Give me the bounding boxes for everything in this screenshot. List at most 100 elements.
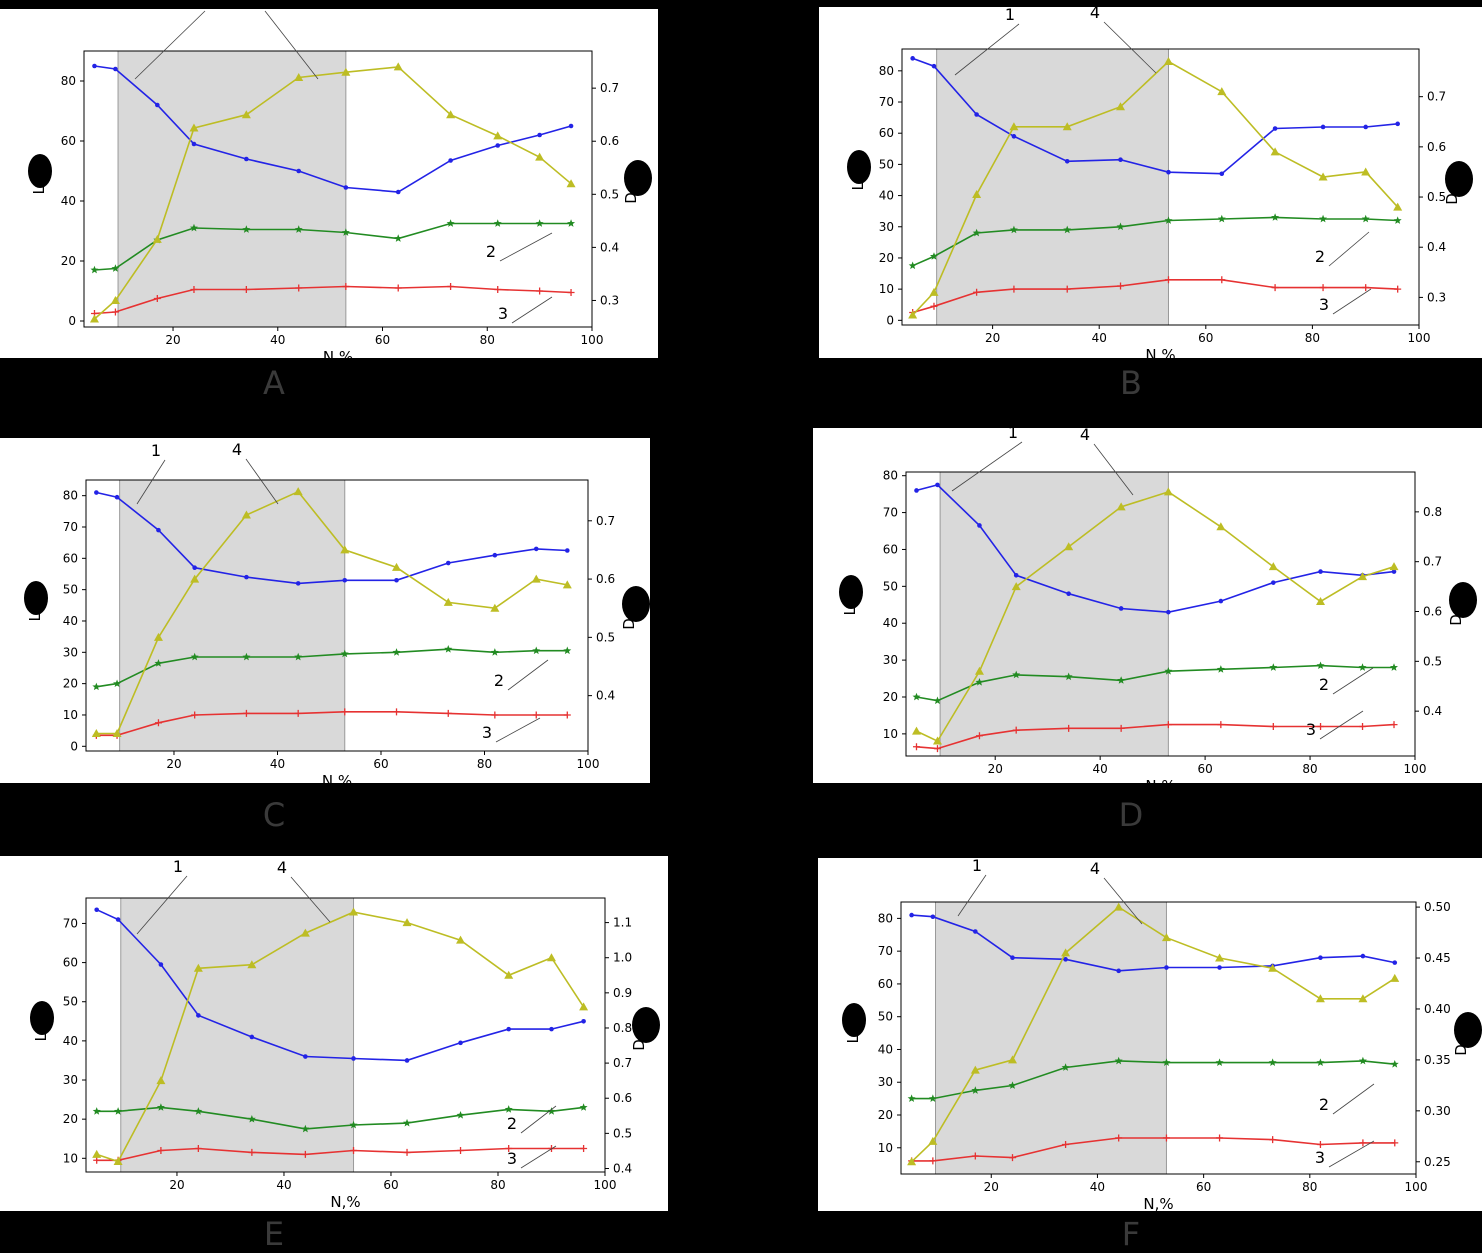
point-3 [912, 743, 920, 751]
point-1 [1066, 591, 1071, 597]
y-left-tick-label: 60 [63, 551, 78, 565]
point-4 [153, 632, 163, 641]
series-3-a [90, 283, 575, 317]
point-2 [340, 649, 349, 658]
panel-letter-d: D [1118, 796, 1144, 834]
point-4 [1007, 1055, 1017, 1064]
plot-frame-a [83, 50, 593, 328]
redaction-blob [624, 160, 652, 196]
point-3 [341, 708, 349, 716]
leader-line-1 [951, 441, 1023, 492]
leader-line-2 [1328, 231, 1370, 267]
point-2 [1393, 216, 1402, 224]
curve-label-3: 3 [1306, 720, 1316, 739]
y-right-tick-label: 0.4 [1423, 704, 1442, 718]
point-4 [340, 545, 350, 554]
point-2 [1117, 676, 1126, 684]
redaction-blob [839, 575, 863, 609]
point-2 [1008, 1081, 1017, 1089]
point-3 [494, 286, 502, 293]
point-1 [537, 132, 542, 138]
point-4 [974, 666, 984, 675]
point-4 [1318, 172, 1328, 181]
x-tick-label: 100 [581, 333, 604, 347]
point-1 [1010, 955, 1015, 961]
point-1 [94, 490, 99, 495]
point-3 [1271, 284, 1279, 292]
y-left-tick-label: 30 [879, 220, 894, 234]
point-1 [930, 914, 936, 920]
point-1 [1391, 569, 1397, 574]
point-2 [1316, 661, 1325, 670]
series-line-4 [96, 911, 585, 1163]
point-3 [301, 1150, 309, 1158]
y-left-tick-label: 70 [879, 95, 894, 109]
point-3 [394, 284, 402, 292]
series-line-4 [96, 490, 568, 735]
series-2-e [92, 1103, 588, 1133]
point-1 [1166, 609, 1171, 615]
leader-line-4 [1103, 877, 1143, 925]
series-2-f [907, 1056, 1399, 1103]
series-2-d [912, 661, 1398, 705]
point-1 [158, 962, 164, 967]
point-2 [490, 648, 499, 656]
leader-line-4 [245, 458, 279, 505]
curve-label-3: 3 [482, 723, 492, 742]
leader-line-4 [264, 10, 319, 80]
point-2 [1064, 672, 1073, 681]
y-right-tick-label: 0.4 [613, 1161, 632, 1175]
point-1 [1064, 158, 1070, 164]
y-right-tick-label: 0.6 [596, 572, 615, 586]
panel-c: 20 40 60 80 100 0 10 20 30 40 50 60 70 80 0.4 0.5 0.6 0.7… [0, 438, 650, 783]
point-3 [975, 732, 983, 740]
point-4 [1216, 522, 1226, 531]
y-left-tick-label: 50 [63, 995, 78, 1009]
y-right-tick-label: 0.7 [596, 514, 615, 528]
point-1 [1219, 171, 1225, 177]
point-3 [1316, 1141, 1324, 1149]
leader-line-3 [511, 296, 553, 324]
point-3 [1269, 722, 1277, 730]
x-tick-label: 20 [984, 1180, 999, 1194]
series-4-a [89, 62, 576, 323]
x-axis-label-f: N,% [1143, 1195, 1173, 1211]
x-axis-label-c: N,% [322, 772, 352, 783]
point-1 [1272, 126, 1278, 131]
point-4 [1393, 202, 1403, 211]
leader-line-2 [1332, 1083, 1375, 1115]
point-3 [1217, 721, 1225, 729]
point-3 [447, 283, 455, 290]
chart-f: 20 40 60 80 100 10 20 30 40 50 60 70 80 0.25 0.30 0.35 0… [842, 858, 1482, 1211]
point-2 [294, 652, 303, 661]
redaction-blob [24, 581, 48, 615]
plot-frame-f [900, 901, 1417, 1175]
x-tick-label: 100 [577, 757, 600, 771]
point-3 [1317, 722, 1325, 730]
point-3 [194, 1145, 202, 1153]
point-1 [568, 123, 574, 129]
point-4 [546, 953, 556, 962]
point-3 [242, 286, 250, 293]
x-tick-label: 40 [1092, 331, 1107, 345]
curve-label-2: 2 [1319, 1095, 1329, 1114]
point-3 [491, 711, 499, 719]
point-1 [249, 1034, 255, 1040]
leader-line-3 [1319, 710, 1364, 740]
point-4 [929, 287, 939, 296]
point-3 [1359, 722, 1367, 730]
series-line-2 [94, 222, 572, 271]
point-4 [241, 510, 251, 519]
redaction-blob [1449, 582, 1477, 618]
point-3 [154, 719, 162, 727]
series-3-d [912, 721, 1398, 753]
y-right-tick-label: 0.5 [596, 630, 615, 644]
series-4-e [92, 907, 589, 1165]
point-3 [536, 287, 544, 295]
point-1 [155, 102, 160, 108]
series-1-f [909, 912, 1398, 974]
point-2 [933, 696, 942, 705]
point-2 [92, 682, 101, 691]
x-tick-label: 60 [1198, 331, 1213, 345]
point-1 [1013, 572, 1019, 578]
